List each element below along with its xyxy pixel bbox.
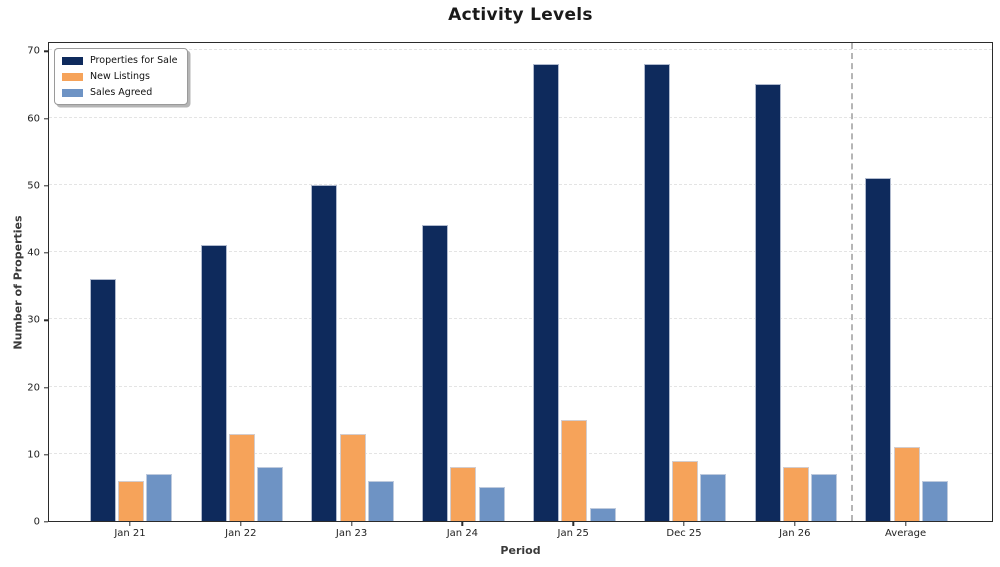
bar-jan-26-new-listings: [782, 467, 809, 521]
bar-jan-24-properties-for-sale: [422, 225, 449, 521]
y-tick-mark-30: [44, 319, 48, 322]
legend: Properties for Sale New Listings Sales Agr…: [54, 48, 189, 105]
x-tick-mark-8: [904, 522, 907, 526]
bar-jan-25-sales-agreed: [589, 507, 616, 521]
x-tick-label-average: Average: [885, 528, 927, 539]
y-tick-label-60: 60: [27, 113, 40, 125]
x-tick-label-jan-26: Jan 26: [779, 528, 811, 539]
gridline-y-20: [49, 385, 992, 387]
legend-item-sales-agreed: Sales Agreed: [62, 87, 177, 98]
legend-swatch-icon: [62, 72, 83, 81]
bar-jan-21-properties-for-sale: [89, 278, 116, 521]
x-tick-mark-1: [129, 522, 131, 526]
bar-jan-21-sales-agreed: [146, 473, 173, 521]
x-tick-mark-6: [683, 522, 685, 526]
bar-jan-25-properties-for-sale: [532, 63, 559, 521]
legend-swatch-icon: [62, 88, 83, 97]
y-tick-label-50: 50: [27, 180, 40, 192]
legend-swatch-icon: [62, 56, 83, 65]
x-axis-label: Period: [500, 544, 541, 557]
legend-item-new-listings: New Listings: [62, 71, 177, 82]
gridline-y-60: [49, 116, 992, 118]
y-tick-mark-40: [44, 252, 48, 254]
x-tick-label-jan-22: Jan 22: [225, 528, 257, 539]
x-tick-mark-4: [461, 522, 464, 526]
y-axis-label: Number of Properties: [11, 215, 25, 350]
bar-jan-23-properties-for-sale: [311, 184, 338, 521]
bar-jan-21-new-listings: [118, 480, 144, 521]
legend-label: Properties for Sale: [90, 55, 178, 66]
y-tick-mark-70: [44, 50, 48, 53]
gridline-y-50: [49, 183, 992, 185]
x-tick-mark-2: [240, 522, 242, 526]
chart-title: Activity Levels: [448, 5, 593, 25]
bar-jan-23-new-listings: [339, 433, 366, 521]
x-tick-label-jan-24: Jan 24: [446, 528, 479, 539]
x-tick-label-jan-23: Jan 23: [335, 528, 368, 539]
y-tick-mark-10: [44, 454, 48, 456]
bar-jan-22-properties-for-sale: [200, 245, 227, 521]
gridline-y-40: [49, 251, 992, 253]
y-tick-label-20: 20: [27, 382, 40, 394]
average-separator-line: [851, 43, 854, 521]
plot-area: Properties for Sale New Listings Sales Agr…: [48, 42, 993, 522]
x-tick-label-jan-21: Jan 21: [114, 528, 146, 539]
bar-average-new-listings: [893, 447, 920, 521]
x-tick-mark-5: [572, 522, 574, 526]
legend-label: Sales Agreed: [90, 87, 153, 98]
y-tick-mark-60: [44, 117, 48, 120]
bar-average-properties-for-sale: [865, 178, 892, 521]
y-tick-mark-50: [44, 185, 48, 187]
y-tick-label-70: 70: [27, 45, 40, 57]
bar-jan-24-sales-agreed: [478, 487, 505, 521]
gridline-y-70: [49, 49, 992, 51]
x-tick-mark-3: [350, 522, 353, 526]
y-tick-mark-20: [44, 386, 48, 389]
bar-jan-26-properties-for-sale: [754, 84, 781, 521]
y-tick-label-30: 30: [27, 314, 40, 326]
bar-jan-26-sales-agreed: [811, 473, 838, 521]
bar-jan-24-new-listings: [450, 467, 477, 521]
gridline-y-10: [49, 452, 992, 454]
legend-item-properties-for-sale: Properties for Sale: [62, 55, 177, 66]
y-tick-label-40: 40: [27, 247, 40, 259]
bar-average-sales-agreed: [921, 480, 948, 521]
bar-dec-25-new-listings: [672, 460, 698, 521]
legend-label: New Listings: [90, 71, 150, 82]
y-tick-mark-0: [44, 521, 48, 523]
gridline-y-30: [49, 318, 992, 320]
bar-dec-25-properties-for-sale: [643, 63, 670, 521]
bar-jan-22-new-listings: [228, 433, 255, 521]
bar-jan-25-new-listings: [561, 420, 588, 521]
x-tick-label-dec-25: Dec 25: [666, 528, 702, 539]
x-tick-mark-7: [794, 522, 796, 526]
y-tick-label-10: 10: [27, 449, 40, 461]
bar-jan-23-sales-agreed: [367, 480, 394, 521]
bar-jan-22-sales-agreed: [257, 467, 284, 521]
bar-dec-25-sales-agreed: [700, 473, 727, 521]
y-tick-label-0: 0: [33, 516, 40, 528]
x-tick-label-jan-25: Jan 25: [557, 528, 589, 539]
